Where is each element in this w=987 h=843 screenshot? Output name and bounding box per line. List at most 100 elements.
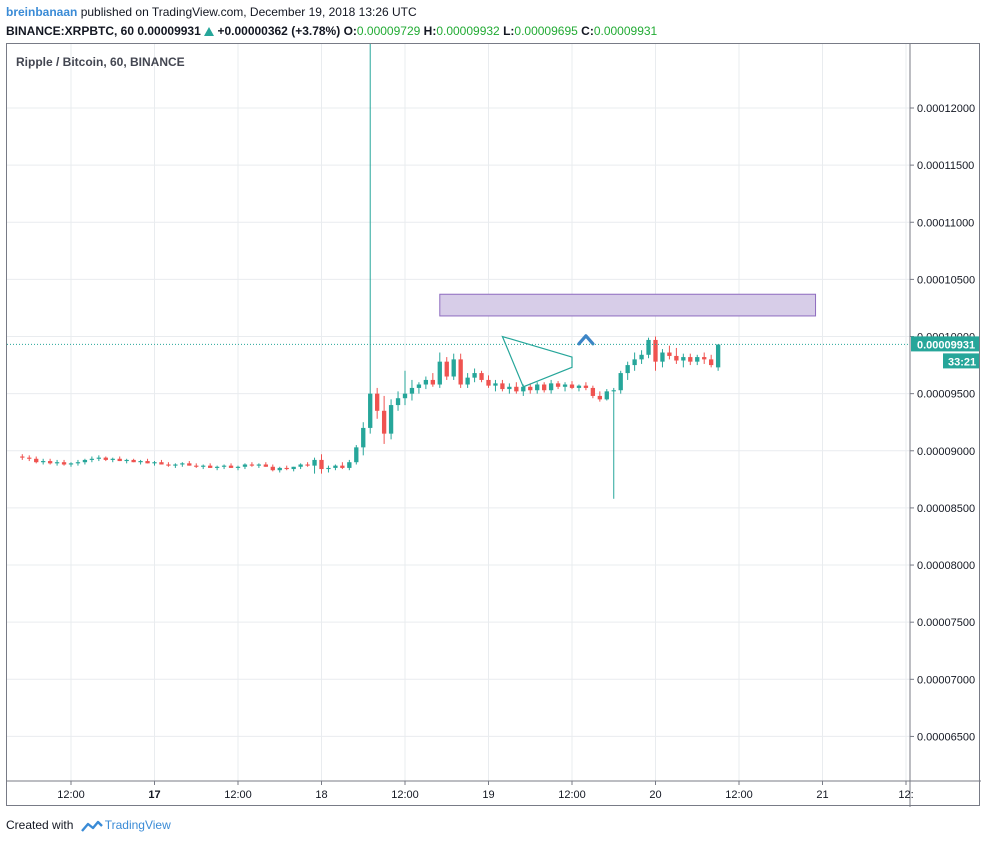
candle-body bbox=[709, 359, 714, 366]
candle-body bbox=[514, 386, 519, 392]
candle-body bbox=[138, 461, 143, 463]
time-tick-label: 12:00 bbox=[57, 789, 85, 801]
price-tick-label: 0.00009500 bbox=[917, 389, 975, 401]
candle-body bbox=[493, 383, 498, 386]
candle-body bbox=[611, 390, 616, 392]
time-tick-label: 18 bbox=[315, 789, 327, 801]
candle-body bbox=[284, 467, 289, 470]
chart-header: breinbanaan published on TradingView.com… bbox=[6, 4, 657, 40]
candle-body bbox=[381, 410, 387, 434]
footer: Created with TradingView bbox=[6, 817, 171, 834]
candle-body bbox=[667, 352, 672, 356]
candle-body bbox=[590, 387, 596, 396]
candle-body bbox=[618, 373, 623, 391]
candle-body bbox=[576, 385, 582, 388]
candle-body bbox=[451, 359, 456, 377]
time-tick-label: 12:00 bbox=[558, 789, 586, 801]
candle-body bbox=[702, 357, 707, 360]
candle-body bbox=[124, 459, 129, 462]
candle-body bbox=[68, 463, 74, 465]
price-tick-label: 0.00006500 bbox=[917, 731, 975, 743]
candle-body bbox=[110, 458, 115, 460]
chart-panel[interactable]: 0.00012000 0.00011500 0.00011000 0.00010500… bbox=[6, 43, 981, 807]
candle-body bbox=[388, 405, 394, 434]
author-name[interactable]: breinbanaan bbox=[6, 5, 78, 19]
candle-body bbox=[409, 387, 415, 394]
candle-body bbox=[305, 464, 310, 466]
candle-body bbox=[41, 461, 46, 463]
price-tick-label: 0.00011000 bbox=[917, 217, 974, 229]
candle-body bbox=[152, 462, 157, 464]
candle-body bbox=[507, 386, 512, 390]
candle-body bbox=[500, 383, 505, 390]
price-tick-label: 0.00012000 bbox=[917, 103, 975, 115]
candle-body bbox=[416, 384, 422, 388]
price-tick-label: 0.00007500 bbox=[917, 617, 975, 629]
candle-body bbox=[583, 385, 589, 388]
candlestick-chart[interactable]: 0.00012000 0.00011500 0.00011000 0.00010500… bbox=[7, 44, 981, 807]
candle-body bbox=[402, 393, 408, 399]
low-value: 0.00009695 bbox=[514, 24, 578, 38]
time-axis: 12:00 17 12:00 18 12:00 19 12:00 20 12:00 21 12: bbox=[57, 781, 914, 801]
candle-body bbox=[632, 359, 637, 366]
candle-body bbox=[201, 465, 206, 467]
candle-body bbox=[326, 467, 331, 470]
time-tick-label: 21 bbox=[816, 789, 828, 801]
candle-body bbox=[444, 361, 449, 377]
candle-body bbox=[535, 384, 540, 391]
candle-body bbox=[479, 373, 484, 380]
price-axis: 0.00012000 0.00011500 0.00011000 0.00010500… bbox=[910, 103, 979, 743]
candle-body bbox=[228, 465, 234, 468]
candle-body bbox=[597, 395, 602, 400]
last-value: 0.00009931 bbox=[137, 24, 201, 38]
price-tick-label: 0.00007000 bbox=[917, 674, 975, 686]
candle-body bbox=[249, 464, 255, 466]
chart-grid bbox=[7, 44, 910, 781]
candle-body bbox=[646, 339, 651, 355]
candle-body bbox=[548, 383, 554, 391]
candle-body bbox=[27, 457, 32, 459]
candle-body bbox=[61, 462, 67, 465]
candle-body bbox=[437, 361, 442, 385]
candle-body bbox=[423, 379, 429, 385]
candle-body bbox=[333, 465, 338, 468]
candle-body bbox=[214, 466, 220, 468]
tradingview-link[interactable]: TradingView bbox=[104, 818, 171, 832]
candle-body bbox=[340, 465, 345, 468]
change-value: +0.00000362 (+3.78%) bbox=[217, 24, 341, 38]
candle-body bbox=[562, 384, 568, 387]
candle-body bbox=[660, 352, 665, 362]
candle-body bbox=[354, 447, 359, 463]
candle-body bbox=[263, 464, 268, 467]
candle-body bbox=[465, 377, 470, 385]
time-tick-label: 17 bbox=[148, 789, 160, 801]
candle-body bbox=[430, 379, 435, 385]
candle-body bbox=[145, 461, 150, 464]
candle-body bbox=[695, 357, 700, 362]
close-label: C: bbox=[581, 24, 594, 38]
tradingview-logo-icon bbox=[80, 820, 103, 832]
candle-body bbox=[458, 359, 463, 385]
candle-body bbox=[625, 365, 630, 374]
candle-body bbox=[166, 464, 171, 466]
candle-body bbox=[674, 355, 679, 361]
candle-body bbox=[131, 459, 136, 463]
candle-body bbox=[604, 391, 609, 400]
triangle-up-icon bbox=[204, 27, 215, 36]
candle-body bbox=[242, 464, 248, 467]
last-price-badge bbox=[911, 336, 979, 352]
candle-body bbox=[173, 464, 178, 466]
candle-body bbox=[569, 384, 575, 388]
arrow-up-icon bbox=[577, 334, 595, 346]
candle-body bbox=[256, 464, 262, 466]
candle-body bbox=[194, 465, 199, 467]
time-tick-label: 12: bbox=[898, 789, 913, 801]
time-tick-label: 20 bbox=[649, 789, 661, 801]
candle-body bbox=[221, 465, 227, 467]
symbol-label: BINANCE:XRPBTC, 60 bbox=[6, 24, 135, 38]
candle-body bbox=[347, 462, 352, 468]
candle-body bbox=[235, 466, 241, 468]
candle-body bbox=[47, 461, 53, 464]
chart-annotations-front bbox=[7, 334, 910, 388]
candle-body bbox=[298, 464, 303, 467]
